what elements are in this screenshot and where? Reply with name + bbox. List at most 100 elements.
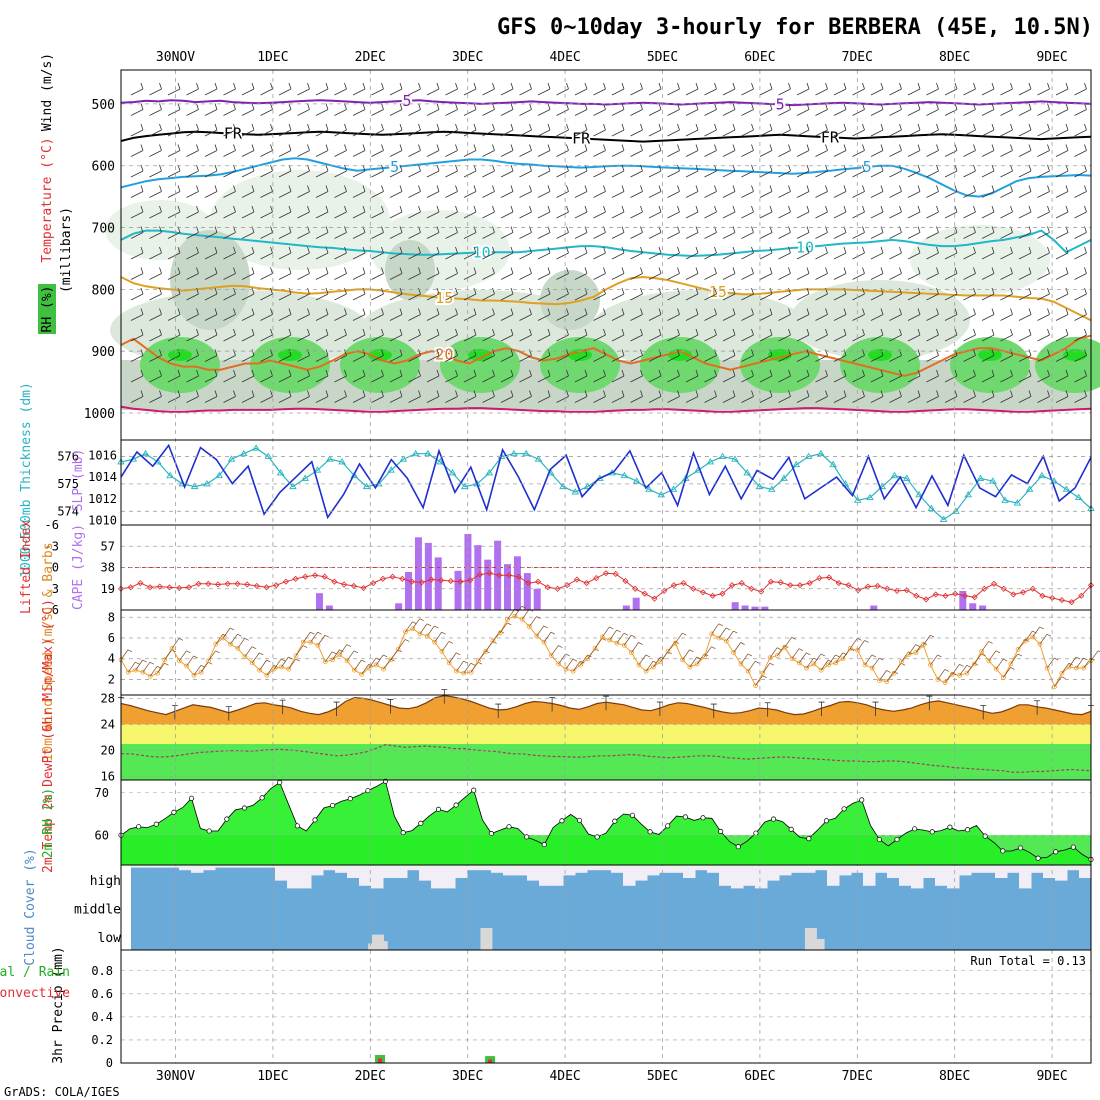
upper-wind-barb [1018, 144, 1032, 157]
wind-speed-point [833, 660, 839, 666]
upper-wind-barb [500, 103, 514, 116]
wind-speed-point [475, 658, 481, 664]
rh-shade-saturated [278, 349, 302, 361]
upper-wind-barb [186, 328, 199, 342]
rh-area [121, 781, 1091, 865]
upper-wind-barb [778, 308, 791, 321]
cloud-high-clear [155, 865, 168, 868]
upper-wind-barb [1037, 205, 1050, 219]
upper-wind-barb [741, 205, 754, 219]
upper-wind-barb [556, 287, 569, 301]
wind-barb [135, 659, 147, 671]
ylabel-lifted-index: Lifted Index [19, 520, 34, 614]
rh-point [894, 836, 900, 843]
wind-barb [149, 666, 162, 677]
upper-wind-barb [593, 328, 606, 342]
upper-wind-barb [926, 144, 939, 157]
upper-wind-barb [556, 267, 569, 280]
x-tick-label-bottom: 4DEC [549, 1069, 580, 1084]
upper-wind-barb [204, 349, 218, 362]
upper-wind-barb [426, 185, 440, 198]
upper-wind-barb [704, 123, 717, 137]
upper-wind-barb [260, 205, 273, 219]
x-tick-label-top: 30NOV [156, 50, 195, 65]
precip-conv-bar [378, 1058, 383, 1063]
upper-wind-barb [186, 349, 199, 362]
wind-speed-point [490, 638, 496, 644]
cape-bar [405, 571, 413, 610]
thickness-point [264, 452, 273, 459]
cloud-high-clear [1019, 865, 1032, 889]
upper-wind-barb [722, 287, 736, 301]
upper-wind-barb [167, 205, 181, 219]
upper-wind-barb [722, 349, 736, 362]
cloud-high-clear [407, 865, 420, 871]
cloud-high-clear [851, 865, 864, 873]
upper-wind-barb [667, 287, 680, 301]
thickness-point [301, 474, 309, 481]
wind-barb [952, 663, 964, 675]
run-total-label: Run Total = 0.13 [970, 954, 1086, 968]
lifted-index-point [428, 576, 435, 583]
upper-wind-barb [704, 246, 717, 260]
cloud-high-clear [695, 865, 708, 871]
upper-wind-barb [167, 144, 181, 157]
upper-wind-barb [574, 369, 588, 383]
upper-wind-barb [1000, 82, 1013, 96]
upper-wind-barb [334, 369, 347, 383]
upper-wind-barb [722, 328, 736, 342]
wind-speed-point [957, 672, 963, 678]
upper-wind-barb [463, 308, 477, 321]
wind-speed-point [971, 661, 977, 667]
upper-wind-barb [1055, 369, 1069, 383]
ylabel-millibars: (millibars) [59, 207, 74, 293]
wind-speed-point [271, 666, 277, 672]
upper-wind-barb [852, 103, 865, 116]
upper-wind-barb [741, 164, 754, 178]
cloud-high-clear [347, 865, 360, 878]
cloud-high-clear [551, 865, 564, 886]
wind-speed-point [125, 669, 131, 675]
thickness-point [411, 449, 420, 457]
upper-wind-barb [204, 144, 218, 157]
upper-wind-barb [926, 246, 939, 260]
upper-wind-barb [963, 82, 976, 96]
upper-wind-barb [870, 328, 884, 342]
cloud-high-clear [575, 865, 588, 873]
upper-wind-barb [278, 328, 292, 342]
thickness-point [399, 455, 408, 462]
wind-barb [974, 653, 986, 665]
lifted-index-point [709, 592, 716, 599]
ylabel-wind10m: 10m Wind Speed (m/s) & Barbs [41, 542, 56, 761]
lifted-index-point [515, 573, 522, 580]
upper-wind-barb [630, 349, 643, 362]
upper-wind-barb [796, 246, 810, 260]
upper-wind-barb [889, 185, 902, 198]
wind-speed-point [162, 657, 168, 663]
cape-bar [325, 605, 333, 610]
upper-wind-barb [500, 328, 514, 342]
upper-wind-barb [741, 82, 754, 96]
cloud-high-clear [539, 865, 552, 886]
rh-shade [910, 225, 1050, 295]
upper-wind-barb [278, 144, 292, 157]
wind-speed-point [898, 659, 904, 665]
cloud-high-clear [215, 865, 228, 868]
upper-wind-barb [260, 369, 273, 383]
upper-wind-barb [852, 308, 865, 321]
upper-wind-barb [667, 144, 680, 157]
temp-tick-label: 20 [101, 744, 115, 758]
upper-wind-barb [371, 205, 384, 219]
rh-point [964, 827, 971, 833]
rh-shade [210, 170, 390, 270]
precip-tick-label: 0.6 [91, 987, 113, 1001]
upper-wind-barb [241, 369, 255, 383]
upper-wind-barb [445, 349, 458, 362]
upper-wind-barb [630, 246, 643, 260]
rh-tick-label: 60 [95, 828, 109, 842]
cape-bar [969, 603, 977, 610]
upper-wind-barb [870, 349, 884, 362]
upper-wind-barb [1018, 123, 1032, 137]
wind-speed-point [753, 683, 758, 689]
wind-barb [244, 646, 257, 657]
